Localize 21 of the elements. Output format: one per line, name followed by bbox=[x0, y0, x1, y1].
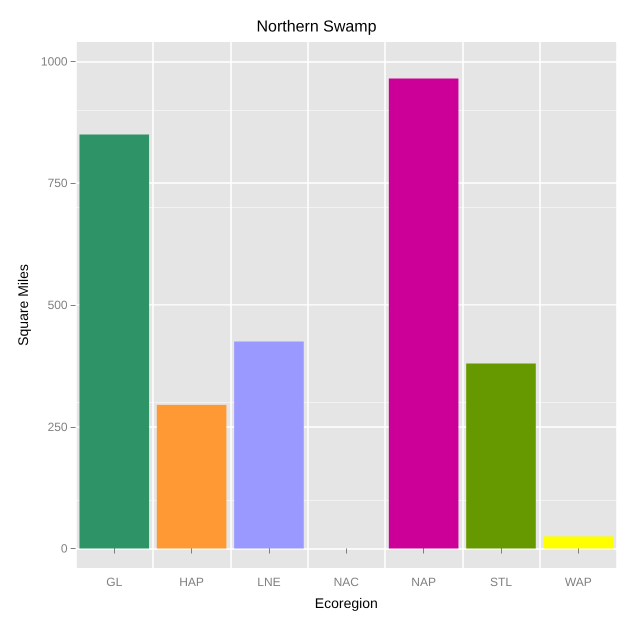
y-tick-label: 750 bbox=[48, 176, 68, 190]
x-tick-label: NAP bbox=[411, 575, 436, 589]
bar bbox=[544, 536, 614, 549]
y-tick-label: 0 bbox=[60, 542, 68, 556]
y-tick-label: 500 bbox=[48, 298, 68, 312]
x-tick-label: GL bbox=[106, 575, 123, 589]
y-tick-label: 1000 bbox=[40, 54, 68, 68]
x-tick-label: STL bbox=[490, 575, 512, 589]
bar bbox=[156, 404, 226, 549]
bar bbox=[466, 363, 536, 549]
x-tick-label: NAC bbox=[334, 575, 360, 589]
x-axis-title: Ecoregion bbox=[314, 595, 378, 611]
y-tick-label: 250 bbox=[48, 420, 68, 434]
bar bbox=[388, 78, 458, 549]
x-tick-label: LNE bbox=[257, 575, 281, 589]
x-tick-label: HAP bbox=[179, 575, 204, 589]
x-tick-label: WAP bbox=[564, 575, 592, 589]
chart-title: Northern Swamp bbox=[256, 18, 377, 36]
bar bbox=[234, 342, 304, 549]
bar bbox=[79, 134, 150, 549]
y-axis-title: Square Miles bbox=[15, 264, 31, 346]
